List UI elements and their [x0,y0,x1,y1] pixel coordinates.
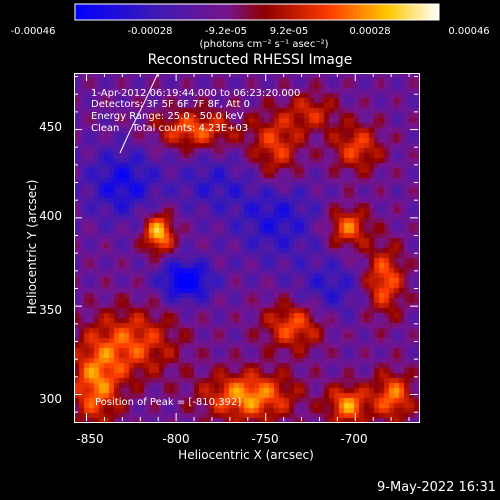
solar-limb-line [119,73,159,154]
x-axis-label: Heliocentric X (arcsec) [178,448,314,462]
colorbar [74,3,440,21]
plot-timestamp: 9-May-2022 16:31 [377,480,496,495]
colorbar-tick: -0.00028 [127,26,173,37]
colorbar-tick: 0.00046 [448,26,490,37]
x-tick-label: -700 [340,432,368,446]
y-tick-label: 400 [39,209,62,223]
colorbar-tick: 9.2e-05 [269,26,309,37]
colorbar-gradient [74,3,440,21]
energy-range-annotation: Energy Range: 25.0 - 50.0 keV [91,111,244,122]
plot-frame [74,73,420,423]
y-tick-label: 450 [39,120,62,134]
y-axis-label: Heliocentric Y (arcsec) [25,179,39,315]
colorbar-tick: -9.2e-05 [205,26,247,37]
y-tick-label: 300 [39,392,62,406]
x-tick-label: -800 [162,432,190,446]
chart-title: Reconstructed RHESSI Image [147,52,353,68]
x-tick-label: -750 [251,432,279,446]
colorbar-tick: 0.00028 [349,26,391,37]
counts-annotation: Clean Total counts: 4.23E+03 [91,123,249,134]
peak-position-annotation: Position of Peak = [-810,392] [95,397,242,408]
time-range-annotation: 1-Apr-2012 06:19:44.000 to 06:23:20.000 [91,88,301,99]
detectors-annotation: Detectors: 3F 5F 6F 7F 8F, Att 0 [91,99,251,110]
heatmap-image [74,73,420,423]
colorbar-unit-label: (photons cm⁻² s⁻¹ asec⁻²) [199,39,329,50]
x-tick-label: -850 [76,432,104,446]
colorbar-tick: -0.00046 [10,26,56,37]
y-tick-label: 350 [39,303,62,317]
